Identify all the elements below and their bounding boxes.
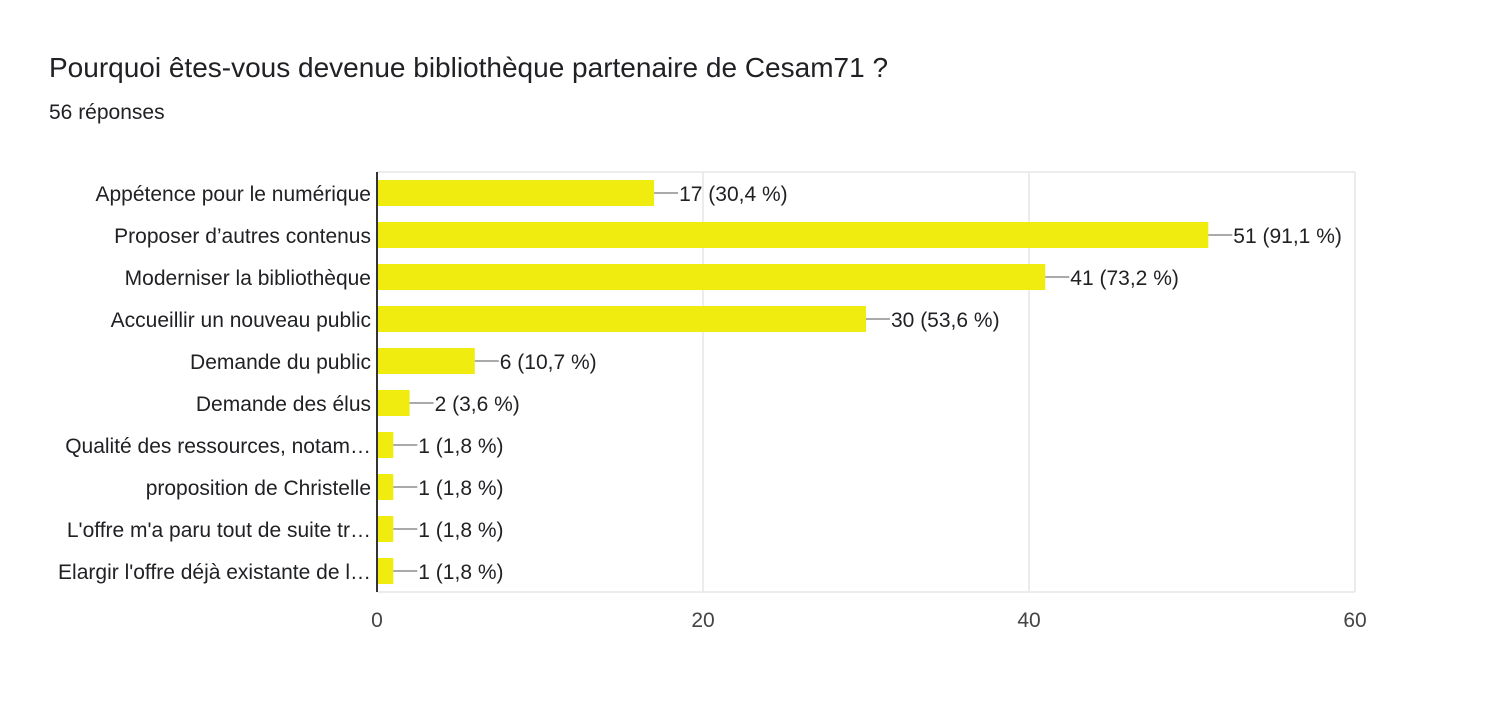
data-label-6: 1 (1,8 %) bbox=[418, 435, 503, 458]
bar-6 bbox=[377, 432, 394, 458]
data-label-3: 30 (53,6 %) bbox=[891, 309, 1000, 332]
category-label-9: Elargir l'offre déjà existante de l… bbox=[58, 561, 371, 584]
category-label-8: L'offre m'a paru tout de suite tr… bbox=[67, 519, 371, 542]
category-label-7: proposition de Christelle bbox=[146, 477, 371, 500]
bar-3 bbox=[377, 306, 866, 332]
x-tick-label-1: 20 bbox=[691, 609, 714, 632]
bar-2 bbox=[377, 264, 1046, 290]
bar-7 bbox=[377, 474, 394, 500]
data-label-0: 17 (30,4 %) bbox=[679, 183, 788, 206]
category-label-5: Demande des élus bbox=[196, 393, 371, 416]
bar-0 bbox=[377, 180, 655, 206]
category-label-1: Proposer d’autres contenus bbox=[114, 225, 371, 248]
bar-8 bbox=[377, 516, 394, 542]
data-label-4: 6 (10,7 %) bbox=[500, 351, 597, 374]
bar-1 bbox=[377, 222, 1209, 248]
x-tick-label-3: 60 bbox=[1343, 609, 1366, 632]
data-label-8: 1 (1,8 %) bbox=[418, 519, 503, 542]
category-label-3: Accueillir un nouveau public bbox=[111, 309, 371, 332]
bar-9 bbox=[377, 558, 394, 584]
bar-5 bbox=[377, 390, 410, 416]
chart-title: Pourquoi êtes-vous devenue bibliothèque … bbox=[49, 52, 889, 83]
data-label-7: 1 (1,8 %) bbox=[418, 477, 503, 500]
category-label-4: Demande du public bbox=[190, 351, 371, 374]
data-label-1: 51 (91,1 %) bbox=[1233, 225, 1342, 248]
x-tick-label-0: 0 bbox=[371, 609, 383, 632]
data-label-9: 1 (1,8 %) bbox=[418, 561, 503, 584]
data-label-5: 2 (3,6 %) bbox=[435, 393, 520, 416]
response-count: 56 réponses bbox=[49, 101, 165, 124]
category-label-6: Qualité des ressources, notam… bbox=[65, 435, 371, 458]
x-tick-label-2: 40 bbox=[1017, 609, 1040, 632]
category-label-0: Appétence pour le numérique bbox=[95, 183, 371, 206]
bar-4 bbox=[377, 348, 475, 374]
category-label-2: Moderniser la bibliothèque bbox=[125, 267, 371, 290]
data-label-2: 41 (73,2 %) bbox=[1070, 267, 1179, 290]
